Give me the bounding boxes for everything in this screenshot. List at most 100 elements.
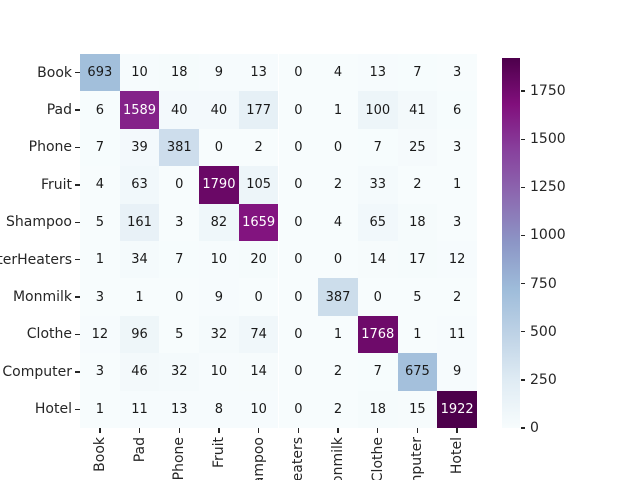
heatmap-cell: 0: [278, 166, 319, 204]
x-tick-label: Hotel: [449, 437, 466, 475]
heatmap-cell: 18: [159, 54, 200, 92]
heatmap-cell: 40: [199, 91, 239, 129]
colorbar-tick-mark: [520, 282, 526, 285]
heatmap-cell: 2: [437, 278, 477, 316]
heatmap-cell: 381: [159, 128, 200, 167]
heatmap-cell: 25: [397, 128, 438, 167]
x-tick-label: WaterHeaters: [290, 437, 306, 480]
heatmap-cell: 3: [437, 203, 477, 241]
heatmap-cell: 46: [119, 353, 160, 391]
colorbar-tick-mark: [520, 186, 526, 189]
heatmap-cell: 3: [437, 54, 477, 92]
heatmap-cell: 3: [80, 278, 120, 316]
x-tick-mark: [337, 428, 339, 433]
colorbar-tick-label: 500: [530, 323, 557, 340]
y-tick-mark: [75, 146, 80, 149]
heatmap-cell: 18: [357, 390, 398, 428]
heatmap-cell: 32: [159, 353, 200, 391]
heatmap-cell: 0: [278, 315, 319, 354]
y-tick-label: Shampoo: [6, 214, 72, 231]
heatmap-cell: 11: [437, 315, 477, 354]
heatmap-cell: 3: [437, 128, 477, 167]
x-tick-label: Fruit: [210, 437, 227, 469]
heatmap-cell: 105: [238, 166, 279, 204]
y-tick-label: Monmilk: [12, 289, 72, 306]
colorbar-tick-mark: [520, 379, 526, 381]
heatmap-cell: 20: [238, 241, 279, 279]
heatmap-cell: 0: [199, 128, 239, 167]
heatmap-cell: 10: [238, 390, 279, 428]
heatmap-cell: 40: [159, 91, 200, 129]
x-tick-mark: [178, 428, 180, 433]
x-tick-mark: [218, 428, 220, 433]
y-tick-mark: [75, 296, 80, 298]
heatmap-cell: 10: [199, 241, 239, 279]
heatmap-cell: 14: [357, 241, 398, 279]
y-tick-mark: [75, 184, 80, 186]
heatmap-cell: 4: [318, 54, 358, 92]
heatmap-cell: 5: [159, 315, 200, 354]
colorbar-tick-label: 750: [530, 275, 557, 292]
heatmap-cell: 6: [437, 91, 477, 129]
y-tick-mark: [75, 259, 80, 261]
heatmap-cell: 2: [318, 166, 358, 204]
x-tick-label: Computer: [409, 437, 426, 480]
heatmap-cell: 32: [199, 315, 239, 354]
y-tick-label: Hotel: [34, 401, 72, 418]
heatmap-cell: 1: [80, 390, 120, 428]
heatmap-cell: 2: [397, 166, 438, 204]
heatmap-cell: 0: [278, 128, 319, 167]
colorbar-tick-mark: [520, 427, 526, 429]
colorbar-tick-label: 1250: [530, 179, 566, 196]
heatmap-cell: 41: [397, 91, 438, 129]
heatmap-cell: 675: [397, 353, 438, 391]
heatmap-cell: 7: [357, 128, 398, 167]
x-tick-mark: [297, 428, 300, 433]
colorbar-tick-mark: [520, 138, 526, 140]
x-tick-label: Pad: [131, 437, 148, 463]
y-tick-mark: [75, 408, 80, 410]
heatmap-cell: 9: [199, 278, 239, 316]
colorbar-tick-label: 0: [530, 420, 539, 436]
x-tick-label: Book: [91, 437, 108, 472]
heatmap-cell: 5: [80, 203, 120, 241]
y-tick-label: Fruit: [40, 176, 72, 193]
heatmap-cell: 10: [199, 353, 239, 391]
heatmap-cell: 1: [397, 315, 438, 354]
heatmap-cell: 12: [437, 241, 477, 279]
x-tick-mark: [257, 428, 260, 433]
x-tick-mark: [99, 428, 101, 433]
y-tick-label: WaterHeaters: [0, 251, 72, 268]
heatmap-cell: 1768: [357, 315, 398, 354]
heatmap-cell: 0: [278, 390, 319, 428]
x-tick-label: Shampoo: [250, 437, 267, 480]
heatmap-cell: 1: [80, 241, 120, 279]
heatmap-cell: 3: [80, 353, 120, 391]
heatmap-cell: 0: [278, 353, 319, 391]
heatmap-cell: 13: [159, 390, 200, 428]
heatmap-cell: 0: [278, 91, 319, 129]
heatmap-cell: 2: [318, 390, 358, 428]
heatmap-cell: 0: [318, 128, 358, 167]
colorbar-tick-mark: [520, 331, 526, 333]
colorbar-gradient: [502, 58, 520, 428]
heatmap-cell: 0: [278, 54, 319, 92]
heatmap-cell: 1589: [119, 91, 160, 129]
heatmap-cell: 13: [357, 54, 398, 92]
heatmap-cell: 5: [397, 278, 438, 316]
heatmap-cell: 0: [238, 278, 279, 316]
x-tick-mark: [416, 428, 419, 433]
heatmap-cell: 74: [238, 315, 279, 354]
heatmap-cell: 18: [397, 203, 438, 241]
heatmap-cell: 11: [119, 390, 160, 428]
y-tick-mark: [75, 109, 80, 111]
heatmap-cell: 1: [437, 166, 477, 204]
heatmap-cell: 2: [318, 353, 358, 391]
x-tick-label: Phone: [171, 437, 188, 480]
heatmap-cell: 13: [238, 54, 279, 92]
y-tick-mark: [75, 72, 80, 74]
colorbar-tick-mark: [520, 90, 526, 92]
y-tick-label: Computer: [2, 363, 72, 380]
heatmap-cell: 7: [397, 54, 438, 92]
colorbar-tick-label: 1000: [530, 227, 566, 244]
